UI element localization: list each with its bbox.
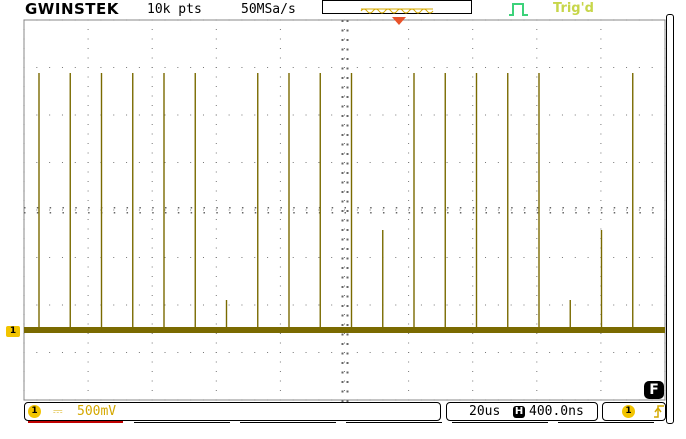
ch1-ground-marker[interactable]: 1 <box>6 326 20 337</box>
trigger-status: Trig'd <box>553 1 594 16</box>
underline-5 <box>452 422 548 423</box>
memory-map-bar <box>322 0 472 14</box>
ch1-trace <box>24 73 665 333</box>
trigger-position-marker[interactable] <box>392 17 406 25</box>
header-bar: GWINSTEK 10k pts 50MSa/s Trig'd <box>0 0 686 18</box>
timebase-status-box[interactable]: 20us H 400.0ns <box>446 402 598 421</box>
trace-baseline <box>24 327 665 333</box>
trigger-pulse-icon <box>509 3 528 16</box>
underline-2 <box>134 422 230 423</box>
underline-3 <box>240 422 336 423</box>
rising-edge-icon <box>654 405 664 418</box>
ch1-status-box[interactable]: 1 ⎓ 500mV <box>24 402 441 421</box>
timebase-scale: 20us <box>469 404 501 419</box>
underline-4 <box>346 422 442 423</box>
ch1-indicator: 1 <box>28 405 41 418</box>
ch1-scale: 500mV <box>77 404 117 419</box>
horizontal-position: 400.0ns <box>529 404 584 419</box>
ch1-underline <box>28 421 123 423</box>
waveform-display[interactable] <box>0 0 666 402</box>
brand-logo: GWINSTEK <box>25 0 119 18</box>
dc-coupling-icon: ⎓ <box>53 404 63 418</box>
sample-rate: 50MSa/s <box>241 2 296 17</box>
horizontal-position-icon: H <box>513 406 525 418</box>
underline-6 <box>558 422 654 423</box>
graticule <box>23 19 666 402</box>
trigger-status-box[interactable]: 1 <box>602 402 666 421</box>
side-scroll-panel <box>666 14 674 424</box>
record-length: 10k pts <box>147 2 202 17</box>
memory-waveform-icon <box>360 8 434 14</box>
trigger-source-indicator: 1 <box>622 405 635 418</box>
function-button[interactable]: F <box>644 381 664 399</box>
